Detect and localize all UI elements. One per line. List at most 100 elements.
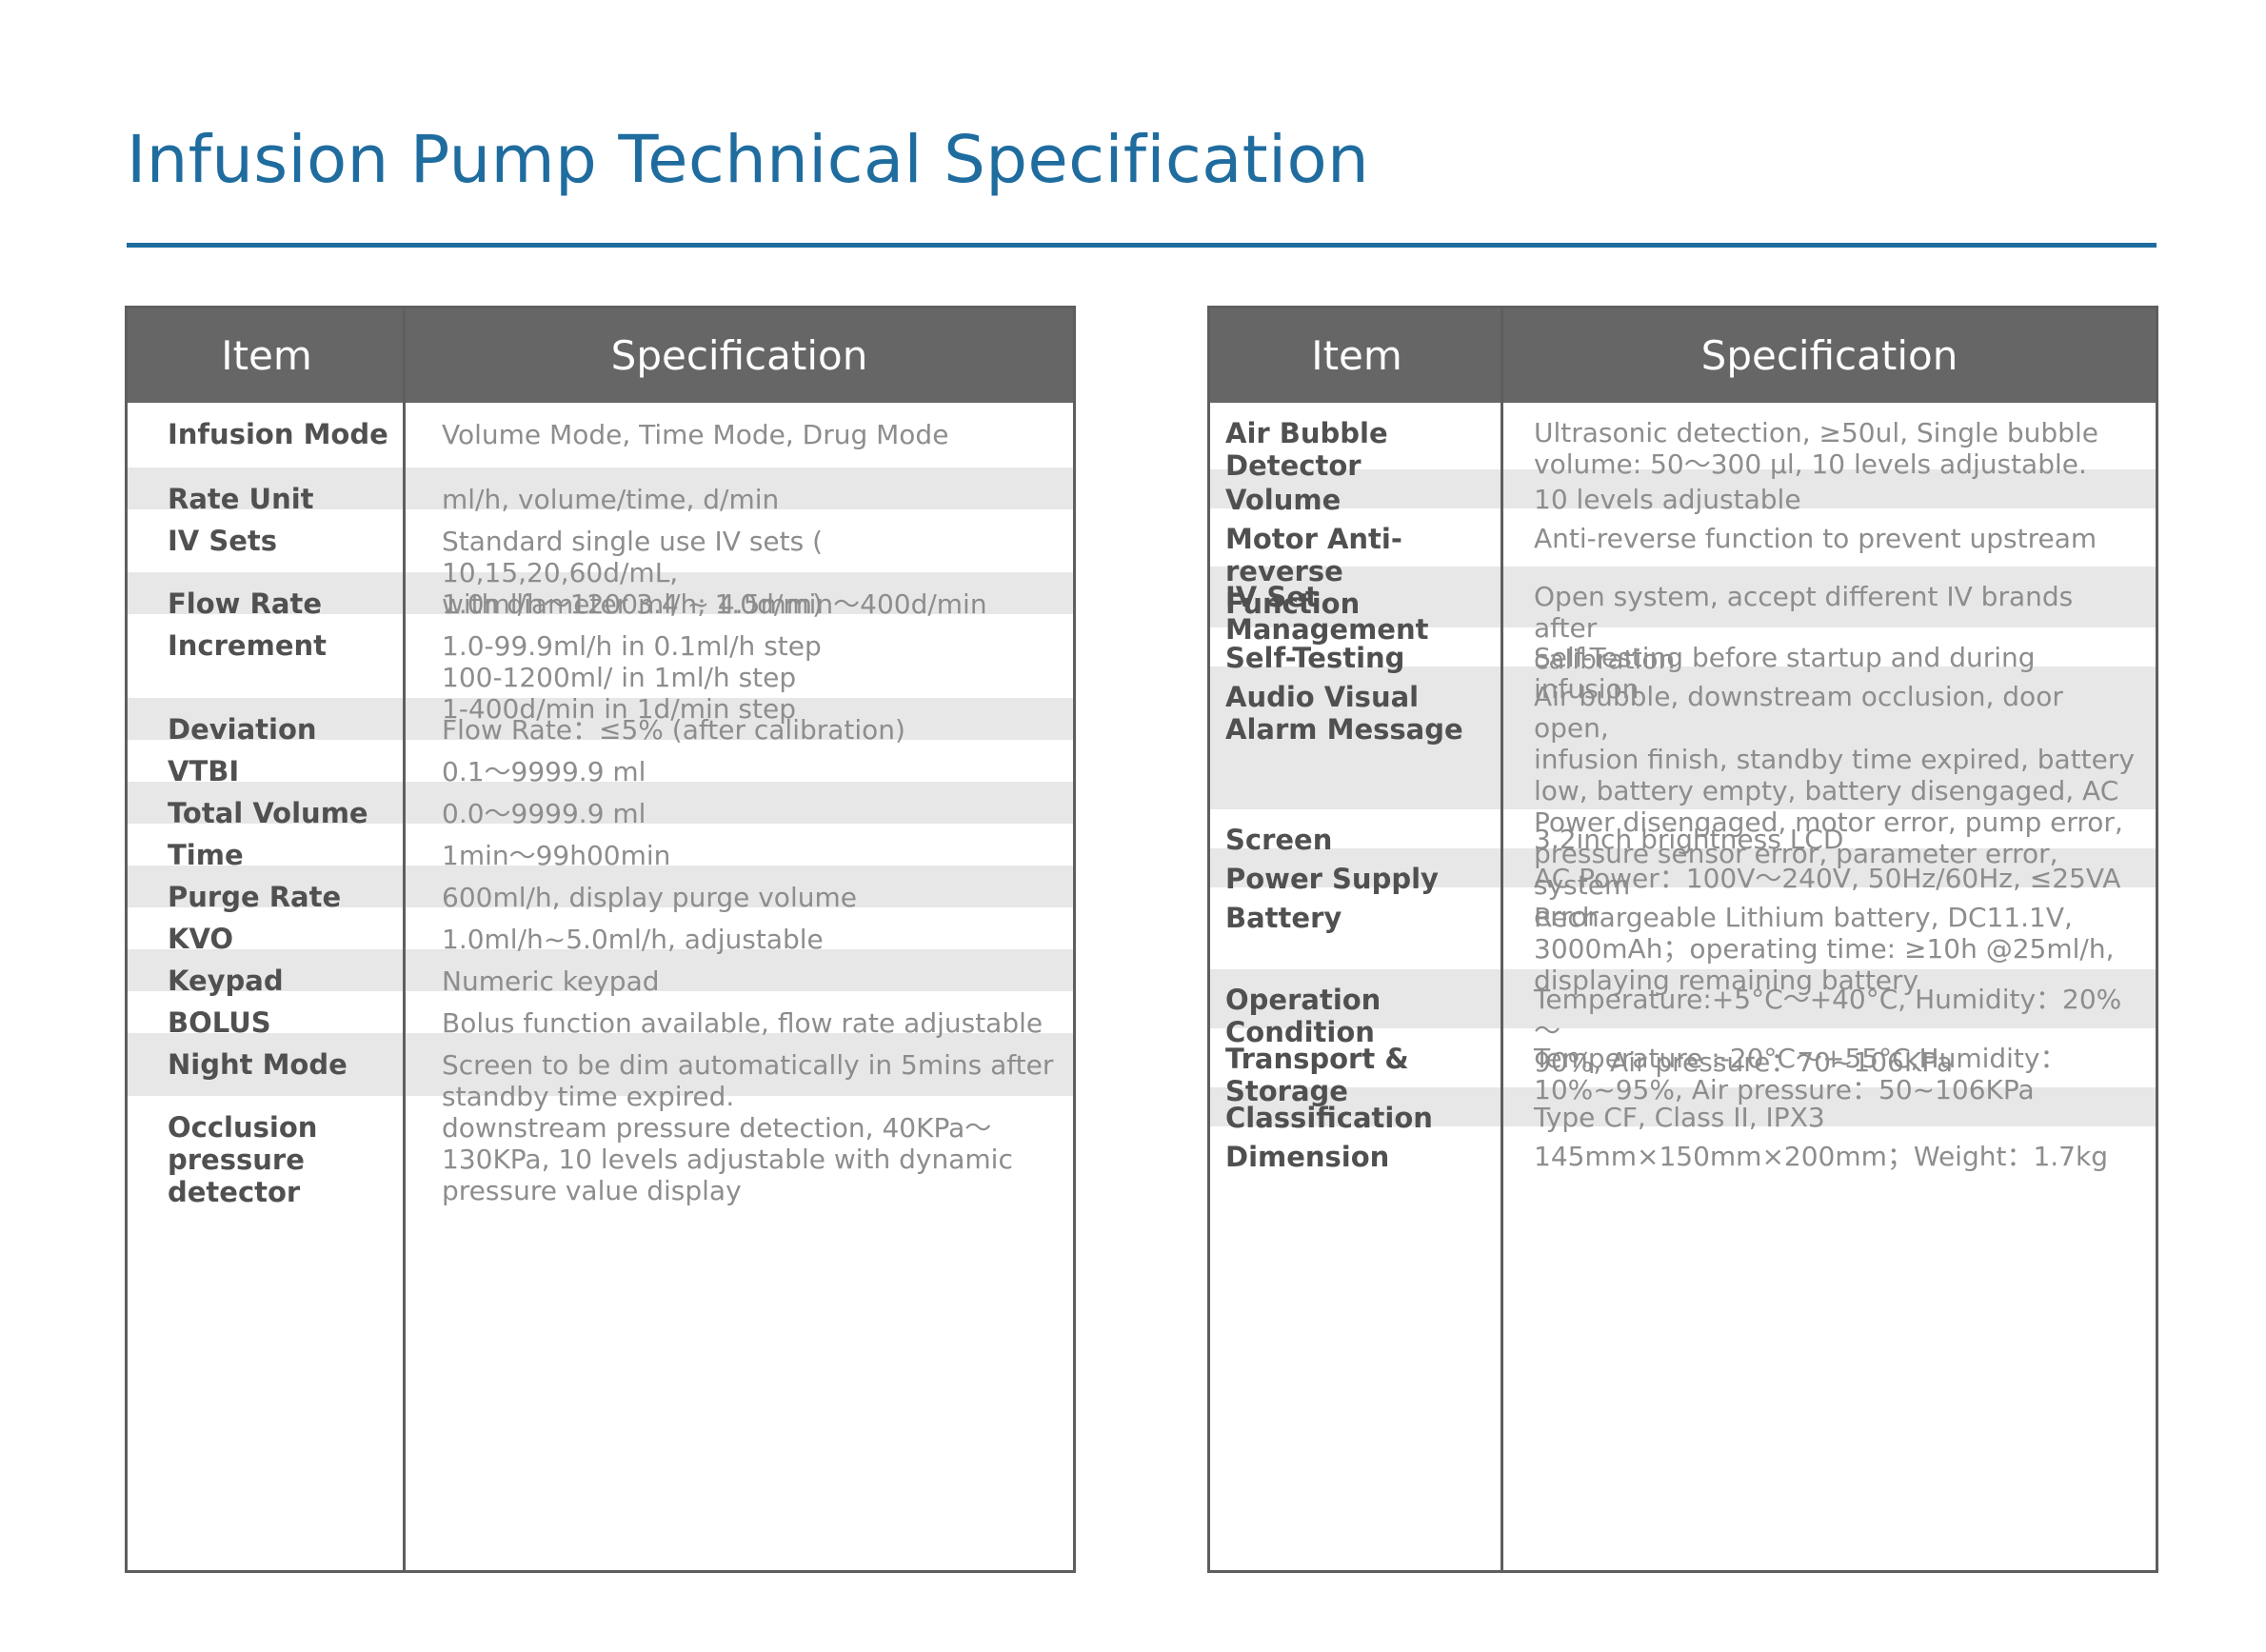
row-item-label: Deviation xyxy=(168,713,317,746)
table-row: Motor Anti-reverse Function Anti-reverse f… xyxy=(1210,508,2156,620)
table-row: Dimension 145mm×150mm×200mm；Weight：1.7kg xyxy=(1210,1126,2156,1173)
row-specification: Flow Rate：≤5% (after calibration) xyxy=(406,698,1073,746)
spec-line: pressure value display xyxy=(442,1175,742,1206)
row-item-label: Rate Unit xyxy=(168,483,314,515)
spec-line: 90%, Air pressure：70~106KPa xyxy=(1534,1046,1954,1078)
spec-line: Bolus function available, flow rate adju… xyxy=(442,1007,1044,1039)
spec-line: 0.0～9999.9 ml xyxy=(442,798,646,829)
table-header: Item Specification xyxy=(1210,309,2156,403)
row-item-label: Air Bubble Detector xyxy=(1225,417,1388,482)
row-item-label: Infusion Mode xyxy=(168,418,388,450)
table-row: VTBI 0.1～9999.9 ml xyxy=(128,740,1073,787)
row-item-label: Total Volume xyxy=(168,797,368,829)
table-row: Infusion Mode Volume Mode, Time Mode, Dru… xyxy=(128,403,1073,468)
spec-table-right: Item Specification Air Bubble Detector Ult… xyxy=(1207,306,2158,1573)
row-specification: 0.0～9999.9 ml xyxy=(406,782,1073,829)
row-item-label: IV Set Management xyxy=(1225,581,1429,646)
row-item-label: IV Sets xyxy=(168,525,278,557)
row-specification: 1.0ml/h~5.0ml/h, adjustable xyxy=(406,907,1073,955)
table-row: Rate Unit ml/h, volume/time, d/min xyxy=(128,468,1073,515)
row-specification: 1.0ml/h～1200ml/h; 1.0d/min～400d/min xyxy=(406,572,1073,620)
spec-line: volume: 50～300 μl, 10 levels adjustable. xyxy=(1534,448,2087,480)
table-row: Occlusion pressure detector downstream pre… xyxy=(128,1096,1073,1208)
row-item-label: Night Mode xyxy=(168,1048,348,1081)
spec-line: ml/h, volume/time, d/min xyxy=(442,484,780,515)
spec-line: downstream pressure detection, 40KPa～ xyxy=(442,1112,992,1144)
table-row: Deviation Flow Rate：≤5% (after calibratio… xyxy=(128,698,1073,746)
spec-line: Temperature :-20°C～+55°C,Humidity： xyxy=(1534,1043,2067,1074)
row-item-label: Battery xyxy=(1225,902,1342,934)
row-specification: 600ml/h, display purge volume xyxy=(406,866,1073,913)
table-row: Operation Condition Temperature:+5°C～+40°C… xyxy=(1210,969,2156,1078)
spec-line: 1.0ml/h～1200ml/h; 1.0d/min～400d/min xyxy=(442,588,987,620)
row-specification: Rechargeable Lithium battery, DC11.1V, 30… xyxy=(1503,887,2156,996)
row-item-label: Power Supply xyxy=(1225,863,1439,895)
spec-line: infusion finish, standby time expired, b… xyxy=(1534,744,2135,775)
spec-line: 145mm×150mm×200mm；Weight：1.7kg xyxy=(1534,1141,2108,1172)
spec-line: Rechargeable Lithium battery, DC11.1V, xyxy=(1534,902,2073,933)
row-item-label: Screen xyxy=(1225,824,1333,856)
table-row: Self-Testing Self-Testing before startup … xyxy=(1210,627,2156,705)
row-item-label: Purge Rate xyxy=(168,881,342,913)
table-row: IV Set Management Open system, accept diff… xyxy=(1210,567,2156,675)
table-row: BOLUS Bolus function available, flow rate… xyxy=(128,991,1073,1039)
spec-line: low, battery empty, battery disengaged, … xyxy=(1534,775,2119,806)
row-item-label: Motor Anti-reverse Function xyxy=(1225,523,1402,620)
table-row: IV Sets Standard single use IV sets ( 10,… xyxy=(128,509,1073,620)
row-item-label: Keypad xyxy=(168,965,284,997)
row-specification: Screen to be dim automatically in 5mins … xyxy=(406,1033,1073,1112)
spec-line: Numeric keypad xyxy=(442,965,660,997)
spec-line: Volume Mode, Time Mode, Drug Mode xyxy=(442,419,949,450)
spec-line: 10 levels adjustable xyxy=(1534,484,1801,515)
row-specification: Type CF, Class II, IPX3 xyxy=(1503,1087,2156,1133)
row-specification: Self-Testing before startup and during i… xyxy=(1503,627,2156,705)
row-specification: Anti-reverse function to prevent upstrea… xyxy=(1503,508,2156,567)
spec-line: 1min～99h00min xyxy=(442,840,671,871)
table-row: Keypad Numeric keypad xyxy=(128,949,1073,997)
table-row: Total Volume 0.0～9999.9 ml xyxy=(128,782,1073,829)
spec-line: Anti-reverse function to prevent upstrea… xyxy=(1534,523,2097,554)
row-item-label: Audio Visual Alarm Message xyxy=(1225,681,1463,746)
spec-line: Ultrasonic detection, ≥50ul, Single bubb… xyxy=(1534,417,2098,448)
page-title: Infusion Pump Technical Specification xyxy=(127,122,1370,198)
row-specification: AC Power：100V～240V, 50Hz/60Hz, ≤25VA xyxy=(1503,848,2156,894)
spec-table-left: Item Specification Infusion Mode Volume M… xyxy=(125,306,1076,1573)
row-item-label: Self-Testing xyxy=(1225,642,1405,674)
table-row: Flow Rate 1.0ml/h～1200ml/h; 1.0d/min～400d… xyxy=(128,572,1073,620)
row-item-label: VTBI xyxy=(168,755,240,787)
row-specification: ml/h, volume/time, d/min xyxy=(406,468,1073,515)
spec-line: standby time expired. xyxy=(442,1081,735,1112)
header-specification: Specification xyxy=(610,332,868,379)
row-specification: Air bubble, downstream occlusion, door o… xyxy=(1503,667,2156,932)
table-row: Purge Rate 600ml/h, display purge volume xyxy=(128,866,1073,913)
row-specification: Ultrasonic detection, ≥50ul, Single bubb… xyxy=(1503,403,2156,480)
title-divider xyxy=(127,243,2157,248)
row-item-label: Time xyxy=(168,839,244,871)
spec-line: Flow Rate：≤5% (after calibration) xyxy=(442,714,905,746)
spec-line: 0.1～9999.9 ml xyxy=(442,756,646,787)
table-row: Audio Visual Alarm Message Air bubble, dow… xyxy=(1210,667,2156,932)
table-row: Night Mode Screen to be dim automatically… xyxy=(128,1033,1073,1112)
spec-line: AC Power：100V～240V, 50Hz/60Hz, ≤25VA xyxy=(1534,863,2121,894)
spec-line: Standard single use IV sets ( 10,15,20,6… xyxy=(442,526,824,588)
row-specification: Bolus function available, flow rate adju… xyxy=(406,991,1073,1039)
row-item-label: Classification xyxy=(1225,1102,1433,1134)
row-item-label: Operation Condition xyxy=(1225,984,1381,1048)
table-row: Screen 3.2inch brightness LCD xyxy=(1210,809,2156,856)
spec-line: Power disengaged, motor error, pump erro… xyxy=(1534,806,2123,838)
row-item-label: KVO xyxy=(168,923,234,955)
spec-line: 1.0-99.9ml/h in 0.1ml/h step xyxy=(442,630,822,662)
table-header: Item Specification xyxy=(128,309,1073,403)
spec-line: 130KPa, 10 levels adjustable with dynami… xyxy=(442,1144,1013,1175)
row-item-label: BOLUS xyxy=(168,1006,271,1039)
table-row: Increment 1.0-99.9ml/h in 0.1ml/h step 100… xyxy=(128,614,1073,725)
spec-line: error xyxy=(1534,901,1599,932)
row-specification: Open system, accept different IV brands … xyxy=(1503,567,2156,675)
table-row: Volume 10 levels adjustable xyxy=(1210,469,2156,516)
spec-line: Air bubble, downstream occlusion, door o… xyxy=(1534,681,2063,744)
table-body: Air Bubble Detector Ultrasonic detection, … xyxy=(1210,403,2156,1173)
spec-line: 1.0ml/h~5.0ml/h, adjustable xyxy=(442,924,824,955)
spec-line: calibration xyxy=(1534,644,1676,675)
spec-line: Screen to be dim automatically in 5mins … xyxy=(442,1049,1054,1081)
row-item-label: Volume xyxy=(1225,484,1342,516)
